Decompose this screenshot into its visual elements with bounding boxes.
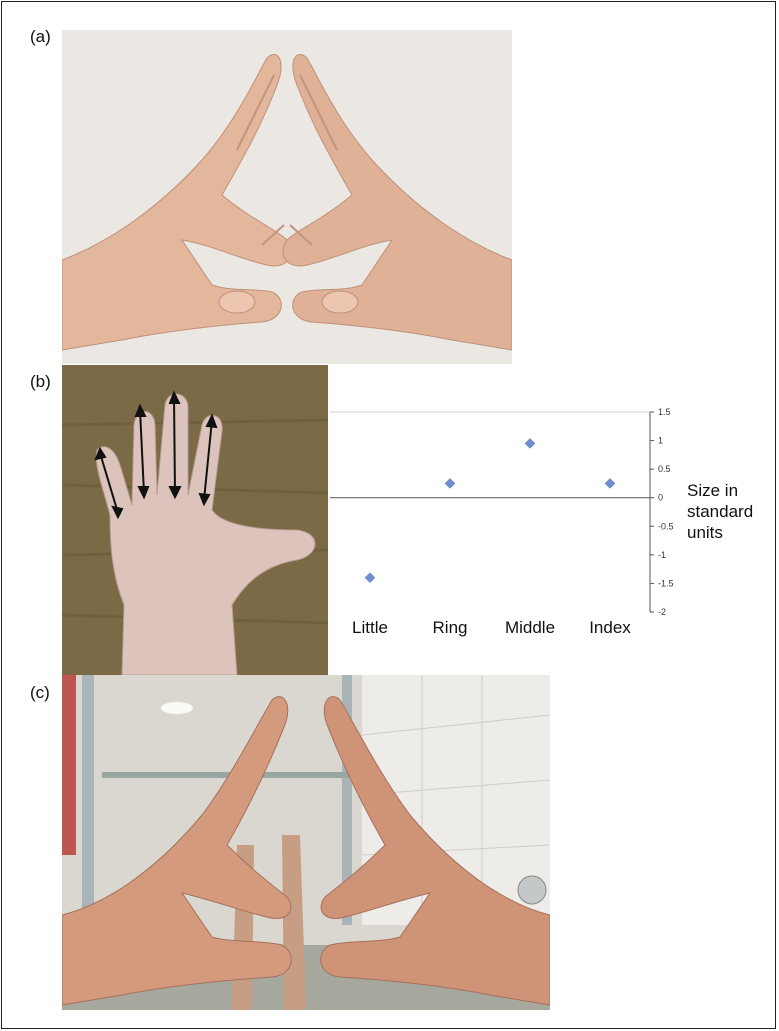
x-tick-label-little: Little (352, 618, 388, 637)
finger-size-chart-svg: 1.5 1 0.5 0 -0.5 -1 -1.5 -2 Little Ring Middle Inde… (330, 407, 674, 637)
y-tick-label: 1.5 (658, 407, 671, 417)
data-point-little (364, 572, 376, 584)
y-tick-label: -1.5 (658, 578, 674, 588)
panel-label-a: (a) (30, 27, 51, 46)
photo-hands-triangle-white-background (62, 30, 512, 364)
y-tick-label: 0.5 (658, 464, 671, 474)
x-tick-label-index: Index (589, 618, 631, 637)
finger-size-chart: 1.5 1 0.5 0 -0.5 -1 -1.5 -2 Little Ring Middle Inde… (330, 400, 775, 650)
y-tick-label: 0 (658, 493, 663, 503)
y-tick-label: -1 (658, 550, 666, 560)
data-point-middle (524, 438, 536, 449)
data-point-index (604, 478, 616, 489)
y-axis-label: Size in standard units (687, 481, 754, 542)
x-tick-label-middle: Middle (505, 618, 555, 637)
y-tick-label: 1 (658, 436, 663, 446)
panel-label-b: (b) (30, 372, 51, 391)
y-tick-label: -0.5 (658, 521, 674, 531)
photo-hands-triangle-bathroom (62, 675, 550, 1010)
y-tick-label: -2 (658, 607, 666, 617)
data-point-ring (444, 478, 456, 489)
x-tick-label-ring: Ring (433, 618, 468, 637)
photo-palm-finger-length-measurement (62, 365, 328, 675)
panel-label-c: (c) (30, 683, 50, 702)
